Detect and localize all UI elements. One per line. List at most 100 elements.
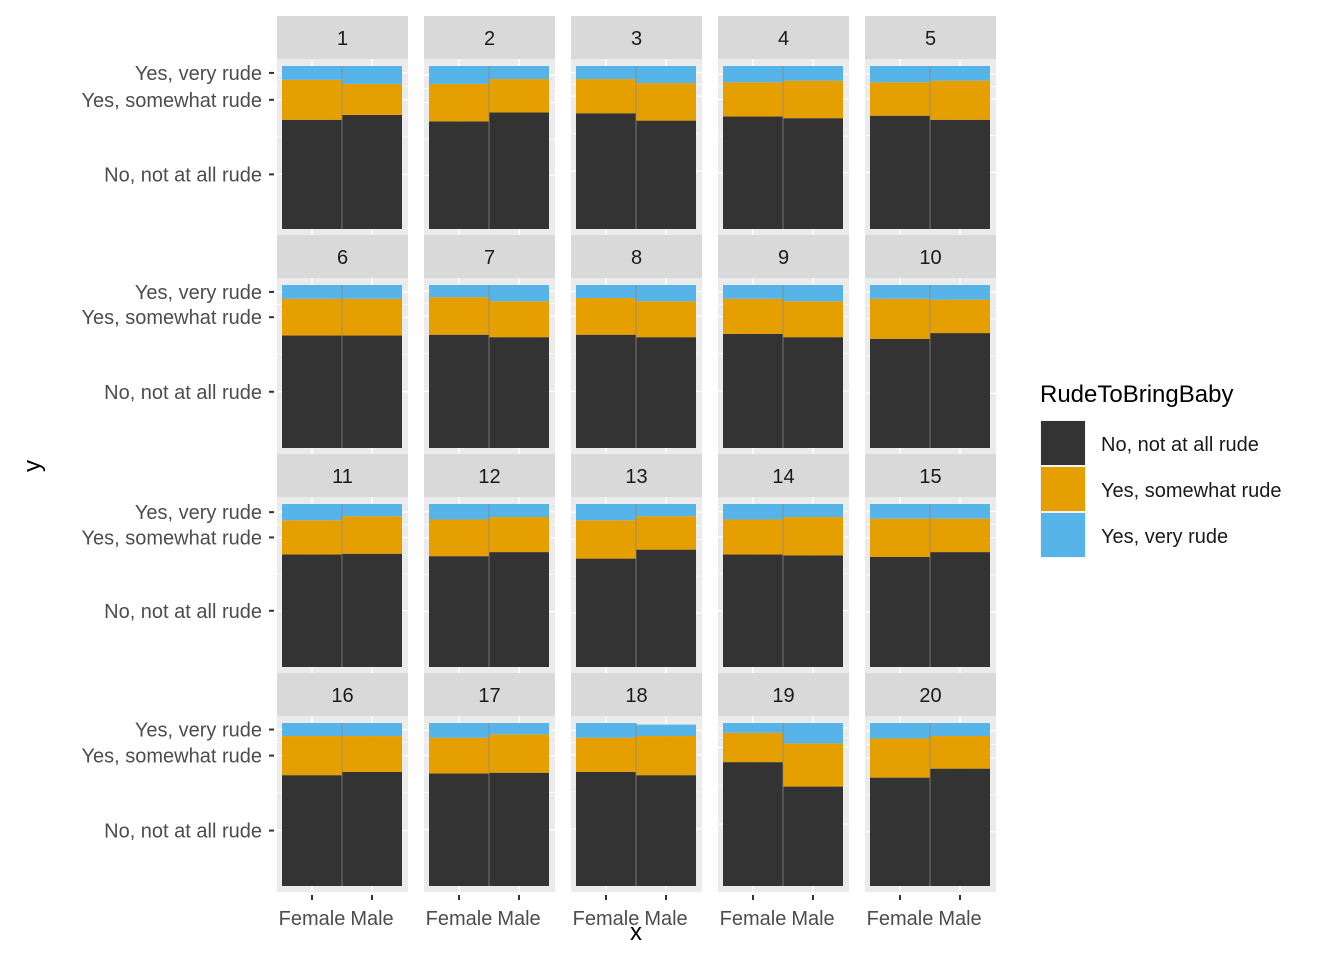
bar-segment-male (342, 66, 402, 84)
bar-segment-male (636, 83, 696, 121)
legend-swatch (1041, 513, 1085, 557)
bar-segment-female (576, 737, 636, 772)
x-tick-label: Male (791, 908, 834, 930)
bar-segment-male (930, 80, 990, 120)
facet-strip-label: 6 (337, 247, 348, 269)
bar-segment-male (930, 552, 990, 667)
bar-segment-male (342, 504, 402, 517)
bar-segment-female (282, 554, 342, 667)
bar-segment-male (636, 337, 696, 448)
bar-segment-male (489, 112, 549, 229)
bar-segment-female (282, 775, 342, 886)
bar-segment-male (783, 517, 843, 556)
bar-segment-male (342, 516, 402, 554)
bar-segment-female (870, 777, 930, 886)
bar-segment-female (429, 504, 489, 520)
bar-segment-male (342, 736, 402, 772)
bar-segment-female (282, 504, 342, 521)
x-axis-title: x (630, 919, 642, 946)
y-tick-label: Yes, very rude (135, 720, 262, 742)
facet-panel: 4 (718, 16, 849, 235)
bar-segment-male (489, 772, 549, 886)
facet-strip-label: 3 (631, 28, 642, 50)
facet-strip (424, 454, 555, 497)
bar-segment-male (930, 518, 990, 553)
bar-segment-female (723, 116, 783, 229)
bar-segment-male (489, 66, 549, 80)
bar-segment-male (636, 736, 696, 776)
bar-segment-male (636, 724, 696, 737)
bar-segment-female (723, 504, 783, 520)
bar-segment-female (576, 285, 636, 299)
bar-segment-male (636, 285, 696, 302)
bar-segment-male (930, 723, 990, 737)
facet-strip (718, 673, 849, 716)
bar-segment-male (636, 775, 696, 886)
facet-strip (718, 16, 849, 59)
bar-segment-male (930, 66, 990, 81)
x-tick-label: Female (426, 908, 493, 930)
bar-segment-female (723, 762, 783, 886)
facet-strip-label: 16 (331, 685, 353, 707)
y-axis-title: y (19, 460, 46, 472)
bar-segment-male (783, 66, 843, 81)
bar-segment-male (636, 516, 696, 550)
facet-panel: 13 (571, 454, 702, 673)
bar-segment-female (282, 520, 342, 555)
facet-panel: 11 (277, 454, 408, 673)
facet-strip (424, 673, 555, 716)
y-tick-label: Yes, somewhat rude (82, 527, 262, 549)
bar-segment-female (723, 732, 783, 763)
y-tick-label: Yes, very rude (135, 63, 262, 85)
facet-panel: 17 (424, 673, 555, 892)
x-tick-label: Male (350, 908, 393, 930)
bar-segment-male (783, 723, 843, 744)
bar-segment-female (429, 737, 489, 774)
bar-segment-female (429, 334, 489, 448)
bar-segment-male (489, 285, 549, 302)
bar-segment-male (930, 299, 990, 334)
facet-strip-label: 11 (332, 466, 353, 488)
y-tick-label: Yes, very rude (135, 502, 262, 524)
facet-panel: 20 (865, 673, 996, 892)
bar-segment-male (342, 298, 402, 336)
bar-segment-female (870, 82, 930, 116)
bar-segment-male (489, 337, 549, 448)
facet-strip (571, 454, 702, 497)
bar-segment-female (282, 298, 342, 336)
facet-strip (277, 16, 408, 59)
y-tick-label: Yes, somewhat rude (82, 746, 262, 768)
facet-strip (865, 235, 996, 278)
facet-strip-label: 10 (919, 247, 941, 269)
facet-panel: 1 (277, 16, 408, 235)
bar-segment-female (723, 333, 783, 448)
bar-segment-male (783, 80, 843, 119)
facet-strip-label: 2 (484, 28, 495, 50)
legend-title: RudeToBringBaby (1040, 381, 1233, 408)
x-tick-label: Male (497, 908, 540, 930)
facet-strip (571, 673, 702, 716)
facet-panel: 3 (571, 16, 702, 235)
y-tick-label: No, not at all rude (104, 601, 262, 623)
bar-segment-male (489, 79, 549, 113)
bar-segment-male (636, 549, 696, 667)
facet-strip-label: 19 (772, 685, 794, 707)
bar-segment-female (282, 736, 342, 776)
bar-segment-female (870, 556, 930, 667)
bar-segment-female (576, 113, 636, 229)
bar-segment-female (576, 558, 636, 667)
y-tick-label: Yes, somewhat rude (82, 90, 262, 112)
facet-panel: 8 (571, 235, 702, 454)
bar-segment-female (429, 519, 489, 557)
facet-panel: 18 (571, 673, 702, 892)
facet-strip (424, 16, 555, 59)
x-tick-label: Female (720, 908, 787, 930)
facet-strip-label: 20 (919, 685, 941, 707)
legend-entries: No, not at all rude Yes, somewhat rude Yes… (1040, 420, 1281, 558)
bar-segment-male (783, 301, 843, 338)
facet-strip-label: 18 (625, 685, 647, 707)
bar-segment-female (723, 723, 783, 733)
x-tick-label: Male (938, 908, 981, 930)
y-tick-label: Yes, somewhat rude (82, 307, 262, 329)
bar-segment-female (576, 723, 636, 738)
